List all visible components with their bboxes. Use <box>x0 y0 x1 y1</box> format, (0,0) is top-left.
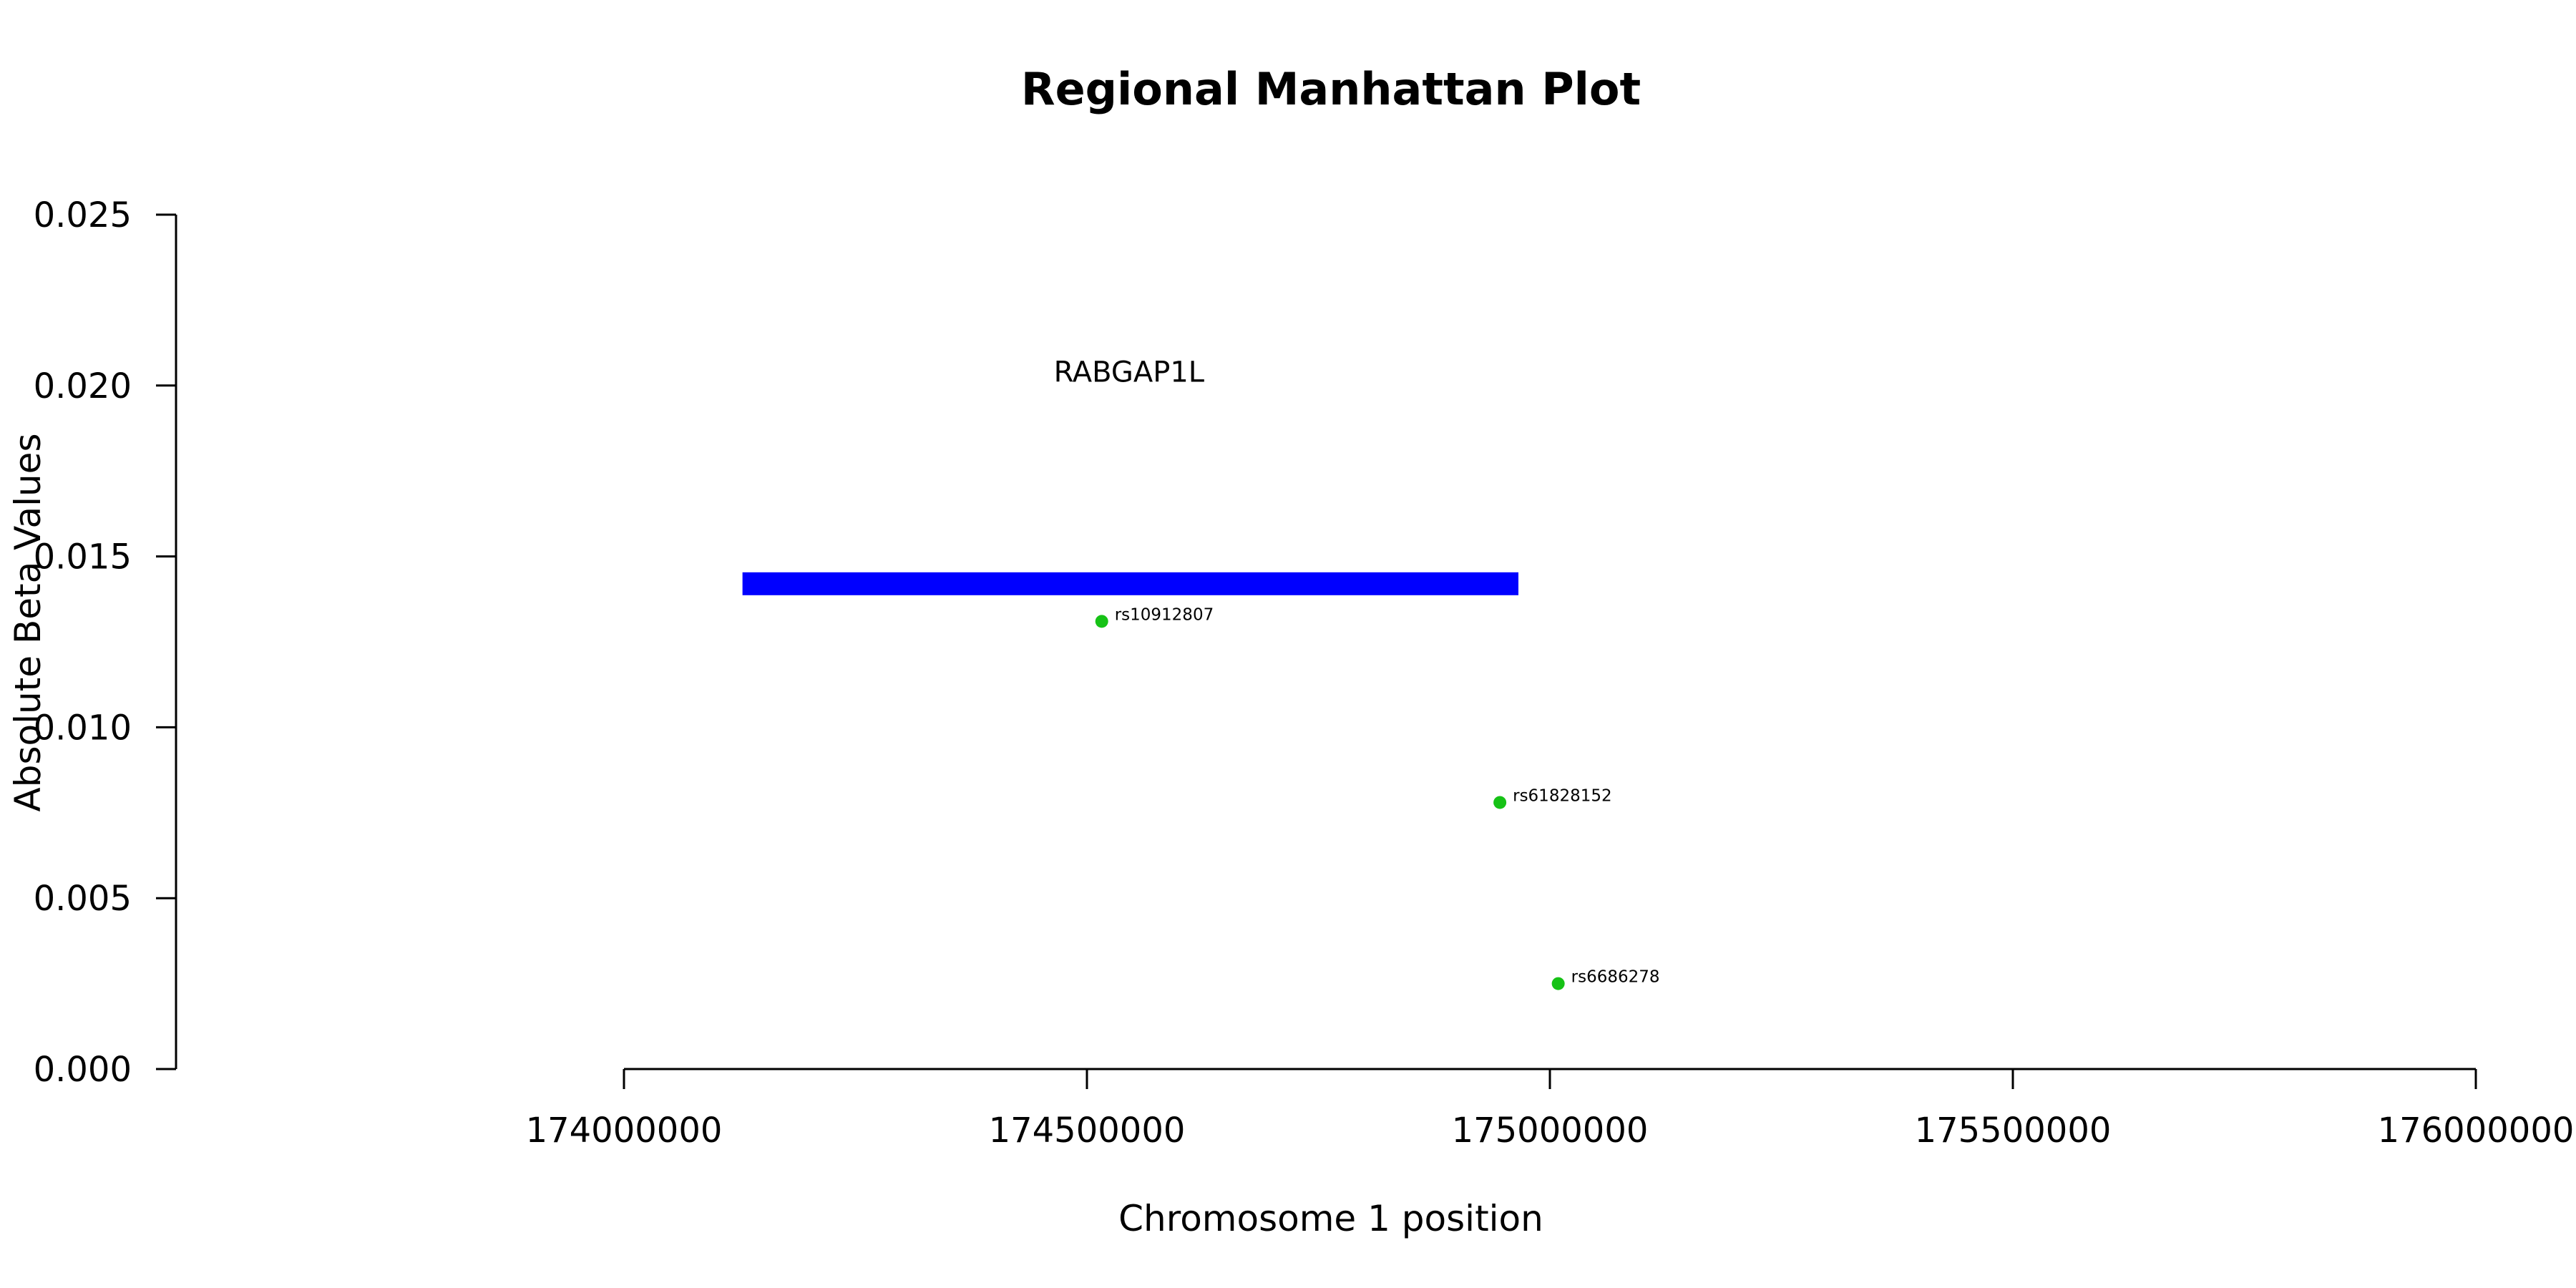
x-axis: 174000000 174500000 175000000 175500000 1760… <box>526 1068 2575 1151</box>
y-tick-label: 0.005 <box>34 879 132 919</box>
y-tick-label: 0.010 <box>34 708 132 748</box>
snp-label: rs61828152 <box>1513 786 1612 805</box>
x-tick-label: 174000000 <box>526 1111 723 1151</box>
x-axis-label: Chromosome 1 position <box>1118 1198 1543 1239</box>
y-tick-label: 0.015 <box>34 537 132 577</box>
gene-track: RABGAP1L <box>742 356 1519 595</box>
y-tick-label: 0.000 <box>34 1050 132 1090</box>
snp-label: rs6686278 <box>1571 968 1660 987</box>
snp-point <box>1493 796 1507 809</box>
y-axis: 0.000 0.005 0.010 0.015 0.020 0.025 <box>34 195 177 1090</box>
x-tick-label: 174500000 <box>989 1111 1186 1151</box>
snp-point <box>1095 615 1108 628</box>
y-tick-label: 0.020 <box>34 366 132 406</box>
x-tick-label: 175500000 <box>1915 1111 2112 1151</box>
gene-bar <box>742 572 1519 595</box>
snp-points: rs10912807 rs61828152 rs6686278 <box>1095 605 1660 990</box>
snp-point <box>1551 977 1565 990</box>
chart-title: Regional Manhattan Plot <box>1021 63 1641 115</box>
y-tick-label: 0.025 <box>34 195 132 235</box>
x-tick-label: 176000000 <box>2378 1111 2575 1151</box>
gene-label: RABGAP1L <box>1054 356 1205 389</box>
y-axis-label: Absolute Beta Values <box>7 434 49 812</box>
x-tick-label: 175000000 <box>1452 1111 1649 1151</box>
snp-label: rs10912807 <box>1115 605 1214 624</box>
